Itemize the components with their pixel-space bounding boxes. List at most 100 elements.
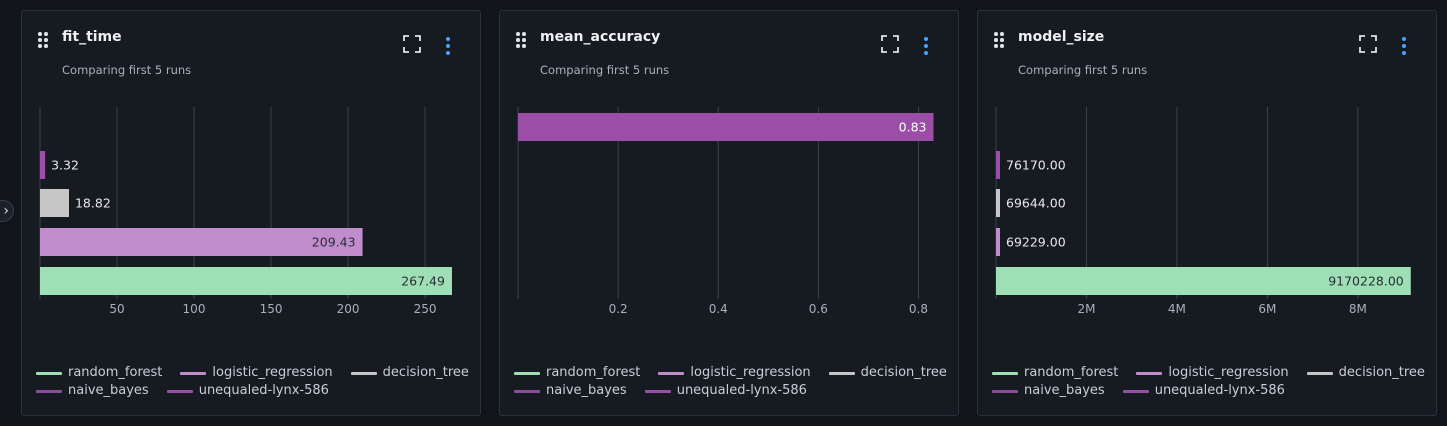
legend-item[interactable]: logistic_regression [1136,364,1289,382]
x-tick-label: 6M [1258,302,1276,316]
legend-label: unequaled-lynx-586 [1154,383,1285,398]
legend-swatch [166,389,193,393]
bar-unequaled-lynx-586[interactable] [518,113,934,141]
bar-chart: 50 100 150 200 250 3.32 18.82 209.43 267.49 [39,107,452,316]
legend-label: decision_tree [382,365,469,380]
bar-value-label: 209.43 [312,235,356,250]
bar-random_forest[interactable] [40,267,452,295]
legend-label: naive_bayes [1024,383,1105,398]
chart-legend: random_forest logistic_regression decision… [992,364,1432,400]
legend-swatch [1122,389,1149,393]
sidebar-expand-button[interactable]: › [0,200,14,222]
legend-swatch [658,371,685,375]
legend-label: random_forest [68,365,163,380]
legend-swatch [36,389,62,393]
x-tick-label: 250 [414,302,437,316]
x-tick-label: 50 [109,302,124,316]
legend-swatch [992,371,1018,375]
chart-subtitle: Comparing first 5 runs [1018,63,1148,77]
legend-label: random_forest [546,365,641,380]
chart-legend: random_forest logistic_regression decision… [514,364,954,400]
legend-item[interactable]: decision_tree [1306,364,1425,382]
bar-logistic_regression[interactable] [40,228,363,256]
legend-label: naive_bayes [68,383,149,398]
legend-item[interactable]: random_forest [514,364,640,382]
legend-item[interactable]: naive_bayes [992,382,1105,400]
x-tick-label: 8M [1349,302,1367,316]
chart-panel-mean-accuracy: mean_accuracy Comparing first 5 runs 0.2 0.… [499,10,959,416]
chart-panel-model-size: model_size Comparing first 5 runs 2M 4M 6M 8M… [977,10,1437,416]
bar-value-label: 0.83 [899,120,927,135]
drag-handle-icon[interactable] [994,32,1006,48]
legend-item[interactable]: unequaled-lynx-586 [166,382,329,400]
x-tick-label: 200 [337,302,360,316]
legend-label: unequaled-lynx-586 [198,383,329,398]
legend-label: logistic_regression [212,365,333,380]
expand-icon[interactable] [1359,35,1377,53]
legend-label: random_forest [1024,365,1119,380]
bar-value-label: 69644.00 [1006,196,1066,211]
x-tick-label: 100 [183,302,206,316]
bar-logistic_regression[interactable] [996,228,1000,256]
legend-swatch [1306,371,1333,375]
legend-item[interactable]: decision_tree [828,364,947,382]
legend-swatch [514,371,540,375]
legend-swatch [514,389,540,393]
legend-label: decision_tree [1338,365,1425,380]
legend-swatch [828,371,855,375]
more-vertical-icon[interactable] [1399,34,1409,55]
bar-naive_bayes[interactable] [40,151,46,179]
x-tick-label: 0.6 [809,302,828,316]
bar-decision_tree[interactable] [996,189,1000,217]
chart-title: model_size [1018,29,1105,45]
more-vertical-icon[interactable] [921,34,931,55]
chart-title: fit_time [62,29,122,45]
legend-swatch [180,371,207,375]
legend-label: naive_bayes [546,383,627,398]
x-tick-label: 0.2 [609,302,628,316]
legend-swatch [36,371,62,375]
legend-label: logistic_regression [690,365,811,380]
legend-item[interactable]: decision_tree [350,364,469,382]
legend-swatch [644,389,671,393]
chart-panel-fit-time: fit_time Comparing first 5 runs 50 100 150 20… [21,10,481,416]
chart-subtitle: Comparing first 5 runs [62,63,192,77]
legend-item[interactable]: logistic_regression [658,364,811,382]
bar-decision_tree[interactable] [40,189,69,217]
chart-legend: random_forest logistic_regression decision… [36,364,476,400]
legend-item[interactable]: naive_bayes [514,382,627,400]
more-vertical-icon[interactable] [443,34,453,55]
x-tick-label: 0.8 [909,302,928,316]
bar-random_forest[interactable] [996,267,1411,295]
x-tick-label: 2M [1077,302,1095,316]
legend-item[interactable]: unequaled-lynx-586 [644,382,807,400]
bar-value-label: 267.49 [401,274,445,289]
drag-handle-icon[interactable] [516,32,528,48]
legend-item[interactable]: random_forest [992,364,1118,382]
legend-item[interactable]: logistic_regression [180,364,333,382]
chart-title: mean_accuracy [540,29,661,45]
chart-subtitle: Comparing first 5 runs [540,63,670,77]
bar-naive_bayes[interactable] [996,151,1000,179]
bar-value-label: 3.32 [51,158,79,173]
legend-swatch [350,371,377,375]
x-tick-label: 150 [260,302,283,316]
legend-label: decision_tree [860,365,947,380]
bar-value-label: 9170228.00 [1328,274,1404,289]
legend-label: unequaled-lynx-586 [676,383,807,398]
legend-item[interactable]: unequaled-lynx-586 [1122,382,1285,400]
expand-icon[interactable] [403,35,421,53]
drag-handle-icon[interactable] [38,32,50,48]
expand-icon[interactable] [881,35,899,53]
bar-value-label: 18.82 [75,196,111,211]
bar-value-label: 76170.00 [1006,158,1066,173]
legend-item[interactable]: random_forest [36,364,162,382]
x-tick-label: 0.4 [709,302,728,316]
legend-item[interactable]: naive_bayes [36,382,149,400]
x-tick-label: 4M [1168,302,1186,316]
bar-chart: 0.2 0.4 0.6 0.8 0.83 [517,107,934,316]
legend-swatch [992,389,1018,393]
legend-swatch [1136,371,1163,375]
bar-value-label: 69229.00 [1006,235,1066,250]
bar-chart: 2M 4M 6M 8M 76170.00 69644.00 69229.00 9170228.… [995,107,1411,316]
